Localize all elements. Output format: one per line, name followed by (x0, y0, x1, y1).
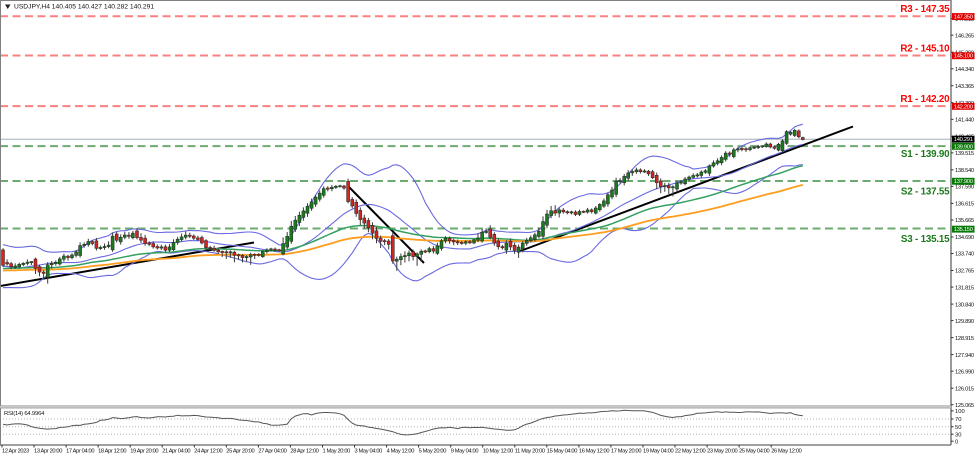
svg-text:23 May 20:00: 23 May 20:00 (707, 449, 737, 455)
svg-text:25 Apr 20:00: 25 Apr 20:00 (226, 449, 254, 455)
svg-text:S1 - 139.90: S1 - 139.90 (901, 149, 950, 160)
svg-text:0: 0 (955, 439, 958, 445)
svg-text:137.900: 137.900 (954, 179, 973, 185)
svg-text:139.900: 139.900 (954, 144, 973, 150)
svg-text:R3 - 147.35: R3 - 147.35 (900, 4, 950, 15)
svg-text:1 May 20:00: 1 May 20:00 (323, 449, 351, 455)
svg-text:11 May 20:00: 11 May 20:00 (515, 449, 545, 455)
svg-text:9 May 04:00: 9 May 04:00 (451, 449, 479, 455)
svg-text:18 Apr 12:00: 18 Apr 12:00 (98, 449, 126, 455)
svg-text:RSI(14) 64.9964: RSI(14) 64.9964 (4, 411, 45, 417)
svg-text:R1 - 142.20: R1 - 142.20 (900, 94, 950, 105)
svg-text:138.540: 138.540 (955, 168, 974, 174)
svg-text:141.440: 141.440 (955, 118, 974, 124)
svg-text:27 Apr 04:00: 27 Apr 04:00 (258, 449, 286, 455)
svg-text:127.940: 127.940 (955, 353, 974, 359)
svg-text:10 May 12:00: 10 May 12:00 (483, 449, 513, 455)
svg-text:28 Apr 12:00: 28 Apr 12:00 (290, 449, 318, 455)
svg-text:134.690: 134.690 (955, 235, 974, 241)
svg-text:S2 - 137.55: S2 - 137.55 (901, 187, 950, 198)
svg-text:133.740: 133.740 (955, 252, 974, 258)
svg-text:129.890: 129.890 (955, 319, 974, 325)
svg-text:128.915: 128.915 (955, 336, 974, 342)
svg-text:26 May 12:00: 26 May 12:00 (771, 449, 801, 455)
svg-text:19 May 04:00: 19 May 04:00 (643, 449, 673, 455)
svg-text:5 May 20:00: 5 May 20:00 (419, 449, 447, 455)
svg-text:30: 30 (955, 432, 961, 438)
svg-text:136.615: 136.615 (955, 202, 974, 208)
svg-text:17 Apr 04:00: 17 Apr 04:00 (66, 449, 94, 455)
svg-text:USDJPY,H4 140.405 140.427 140.: USDJPY,H4 140.405 140.427 140.282 140.29… (14, 3, 154, 10)
svg-text:145.100: 145.100 (954, 54, 973, 60)
svg-text:139.515: 139.515 (955, 151, 974, 157)
svg-text:R2 - 145.10: R2 - 145.10 (900, 44, 950, 55)
svg-text:135.150: 135.150 (954, 227, 973, 233)
svg-text:19 Apr 20:00: 19 Apr 20:00 (130, 449, 158, 455)
svg-text:130.840: 130.840 (955, 302, 974, 308)
svg-text:142.200: 142.200 (954, 104, 973, 110)
svg-text:126.990: 126.990 (955, 369, 974, 375)
svg-text:100: 100 (955, 409, 965, 415)
svg-text:24 Apr 12:00: 24 Apr 12:00 (194, 449, 222, 455)
svg-text:13 Apr 20:00: 13 Apr 20:00 (34, 449, 62, 455)
svg-text:22 May 12:00: 22 May 12:00 (675, 449, 705, 455)
svg-text:3 May 04:00: 3 May 04:00 (355, 449, 383, 455)
svg-text:21 Apr 04:00: 21 Apr 04:00 (162, 449, 190, 455)
svg-text:25 May 04:00: 25 May 04:00 (739, 449, 769, 455)
svg-text:15 May 04:00: 15 May 04:00 (547, 449, 577, 455)
svg-text:17 May 20:00: 17 May 20:00 (611, 449, 641, 455)
svg-text:132.765: 132.765 (955, 269, 974, 275)
svg-text:147.350: 147.350 (954, 15, 973, 21)
svg-text:126.015: 126.015 (955, 386, 974, 392)
svg-text:137.590: 137.590 (955, 185, 974, 191)
svg-text:4 May 12:00: 4 May 12:00 (387, 449, 415, 455)
svg-text:125.065: 125.065 (955, 403, 974, 409)
svg-text:16 May 12:00: 16 May 12:00 (579, 449, 609, 455)
svg-text:144.340: 144.340 (955, 67, 974, 73)
svg-text:50: 50 (955, 425, 961, 431)
svg-text:12 Apr 2023: 12 Apr 2023 (2, 449, 29, 455)
svg-text:135.665: 135.665 (955, 218, 974, 224)
svg-text:131.815: 131.815 (955, 285, 974, 291)
svg-text:S3 - 135.15: S3 - 135.15 (901, 234, 950, 245)
svg-text:143.365: 143.365 (955, 84, 974, 90)
svg-text:146.265: 146.265 (955, 33, 974, 39)
svg-text:70: 70 (955, 417, 961, 423)
svg-text:140.291: 140.291 (954, 137, 973, 143)
